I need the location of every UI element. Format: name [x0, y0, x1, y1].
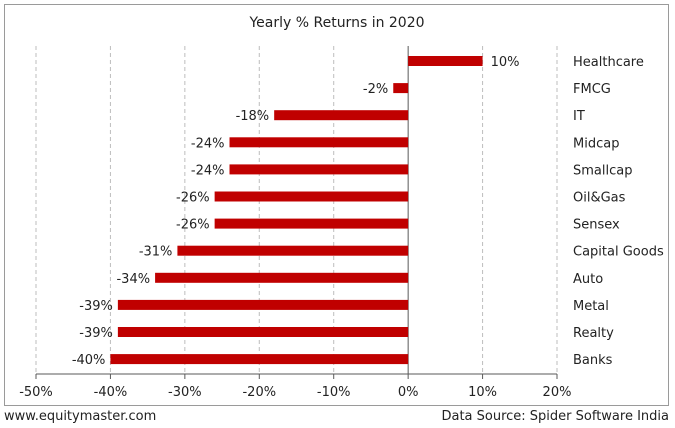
bar	[214, 191, 409, 202]
bar	[155, 272, 409, 283]
bar	[177, 245, 409, 256]
x-tick-label: 20%	[543, 385, 572, 400]
bar	[110, 354, 409, 365]
category-label: Oil&Gas	[573, 191, 626, 206]
data-label: -24%	[191, 163, 225, 178]
data-label: -39%	[79, 299, 113, 314]
x-tick-label: -50%	[19, 385, 53, 400]
data-label: -18%	[236, 109, 270, 124]
data-label: -24%	[191, 136, 225, 151]
x-tick-label: 0%	[398, 385, 419, 400]
data-label: -31%	[139, 245, 173, 260]
chart-title: Yearly % Returns in 2020	[248, 15, 424, 31]
category-label: Banks	[573, 353, 613, 368]
x-tick-label: -30%	[168, 385, 202, 400]
x-tick-label: -10%	[317, 385, 351, 400]
bar	[408, 56, 483, 66]
data-label: -26%	[176, 191, 210, 206]
x-tick-label: -40%	[94, 385, 128, 400]
category-label: IT	[573, 109, 585, 124]
data-label: -34%	[116, 272, 150, 287]
chart-frame	[4, 4, 669, 406]
category-label: Capital Goods	[573, 245, 664, 260]
bar	[117, 299, 409, 310]
bar	[117, 327, 409, 337]
website-credit: www.equitymaster.com	[4, 409, 157, 424]
data-label: -39%	[79, 326, 113, 341]
category-label: Smallcap	[573, 163, 632, 178]
category-label: Sensex	[573, 218, 620, 233]
data-label: -2%	[363, 82, 388, 97]
bar	[229, 164, 409, 175]
data-source: Data Source: Spider Software India	[441, 409, 669, 424]
category-label: Auto	[573, 272, 603, 287]
category-label: Realty	[573, 326, 614, 341]
x-tick-label: 10%	[468, 385, 497, 400]
data-label: -40%	[72, 353, 106, 368]
bar	[214, 218, 409, 229]
category-label: Midcap	[573, 136, 619, 151]
category-label: Healthcare	[573, 55, 644, 70]
bar	[229, 137, 409, 148]
data-label: 10%	[491, 55, 520, 70]
bar	[274, 110, 409, 121]
category-label: Metal	[573, 299, 609, 314]
category-label: FMCG	[573, 82, 611, 97]
x-tick-label: -20%	[242, 385, 276, 400]
data-label: -26%	[176, 218, 210, 233]
bar	[393, 83, 409, 94]
